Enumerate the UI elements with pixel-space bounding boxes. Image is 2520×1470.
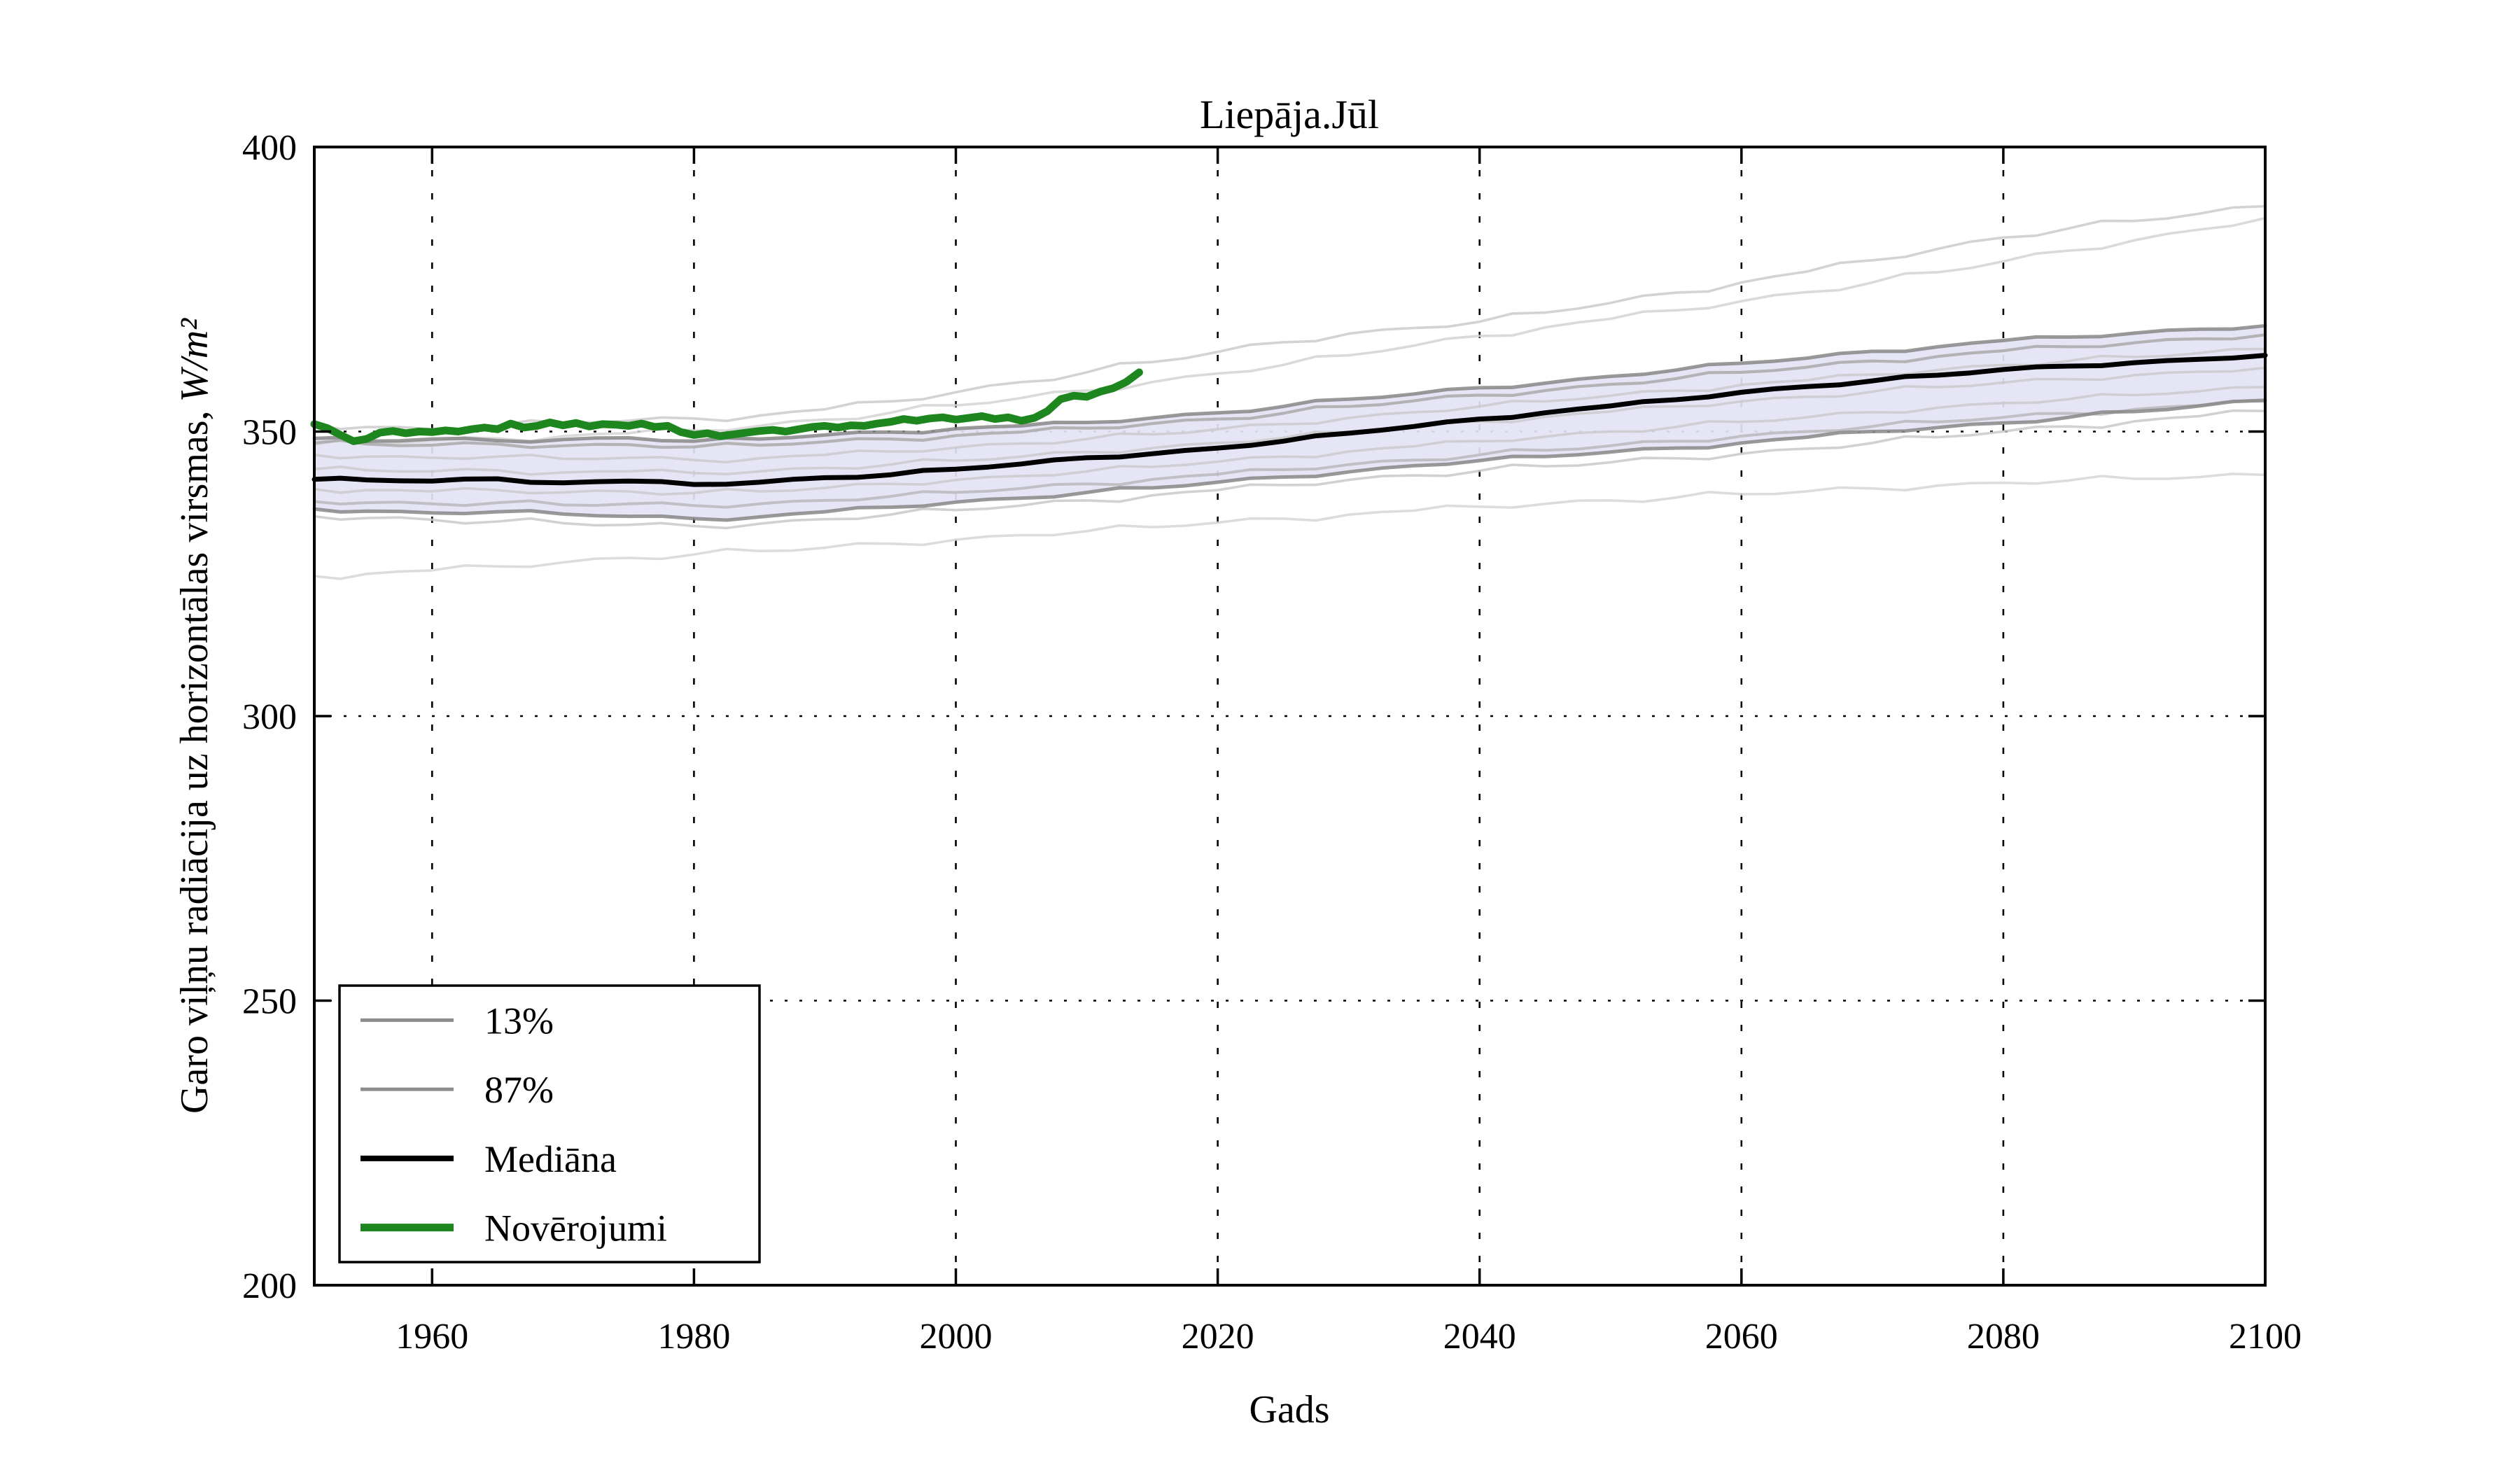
x-tick-label: 2040 [1443, 1317, 1516, 1357]
x-tick-label: 1980 [657, 1317, 730, 1357]
chart-title: Liepāja.Jūl [1200, 92, 1379, 137]
y-tick-label: 400 [242, 128, 297, 168]
x-tick-label: 2060 [1705, 1317, 1778, 1357]
legend-entry-label: Mediāna [484, 1138, 617, 1180]
y-tick-label: 350 [242, 413, 297, 453]
legend-entry-label: Novērojumi [484, 1208, 667, 1250]
median-line [312, 353, 2268, 487]
y-tick-label: 200 [242, 1266, 297, 1306]
y-tick-label: 250 [242, 982, 297, 1022]
ensemble-line-ensemble-inner-4 [313, 386, 2267, 496]
legend: 13% 87% Mediāna Novērojumi [338, 984, 761, 1264]
y-axis-label-text: Garo viļņu radiācija uz horizontālas vir… [173, 410, 216, 1114]
y-tick-label: 300 [242, 697, 297, 737]
ensemble-line-ensemble-high-1 [313, 204, 2267, 431]
ensemble-line-ensemble-inner-1 [312, 333, 2267, 449]
y-axis-label: Garo viļņu radiācija uz horizontālas vir… [173, 318, 216, 1114]
x-tick-label: 2080 [1967, 1317, 2040, 1357]
ensemble-line-ensemble-high-2 [313, 216, 2267, 447]
percentile-87-line [312, 323, 2267, 444]
x-axis-label: Gads [1249, 1388, 1329, 1432]
ensemble-line-ensemble-low-2 [313, 409, 2267, 530]
ensemble-line-ensemble-inner-5 [313, 399, 2267, 509]
data-layer [310, 204, 2268, 580]
x-tick-label: 2020 [1182, 1317, 1254, 1357]
y-axis-label-unit: W/m² [173, 318, 216, 402]
ensemble-line-ensemble-inner-2 [313, 347, 2267, 464]
legend-box [338, 984, 761, 1264]
axis-layer: 1960 1980 2000 2020 2040 2060 2080 2100 200 250 30… [242, 128, 2302, 1357]
legend-entry-label: 87% [484, 1069, 554, 1111]
ensemble-line-ensemble-low-1 [313, 472, 2267, 580]
percentile-13-line [312, 398, 2267, 522]
ensemble-line-ensemble-inner-3 [313, 366, 2267, 476]
x-tick-label: 2100 [2229, 1317, 2302, 1357]
observations-line [310, 368, 1143, 445]
x-tick-label: 2000 [920, 1317, 993, 1357]
x-tick-label: 1960 [396, 1317, 468, 1357]
legend-entry-label: 13% [484, 1000, 554, 1042]
